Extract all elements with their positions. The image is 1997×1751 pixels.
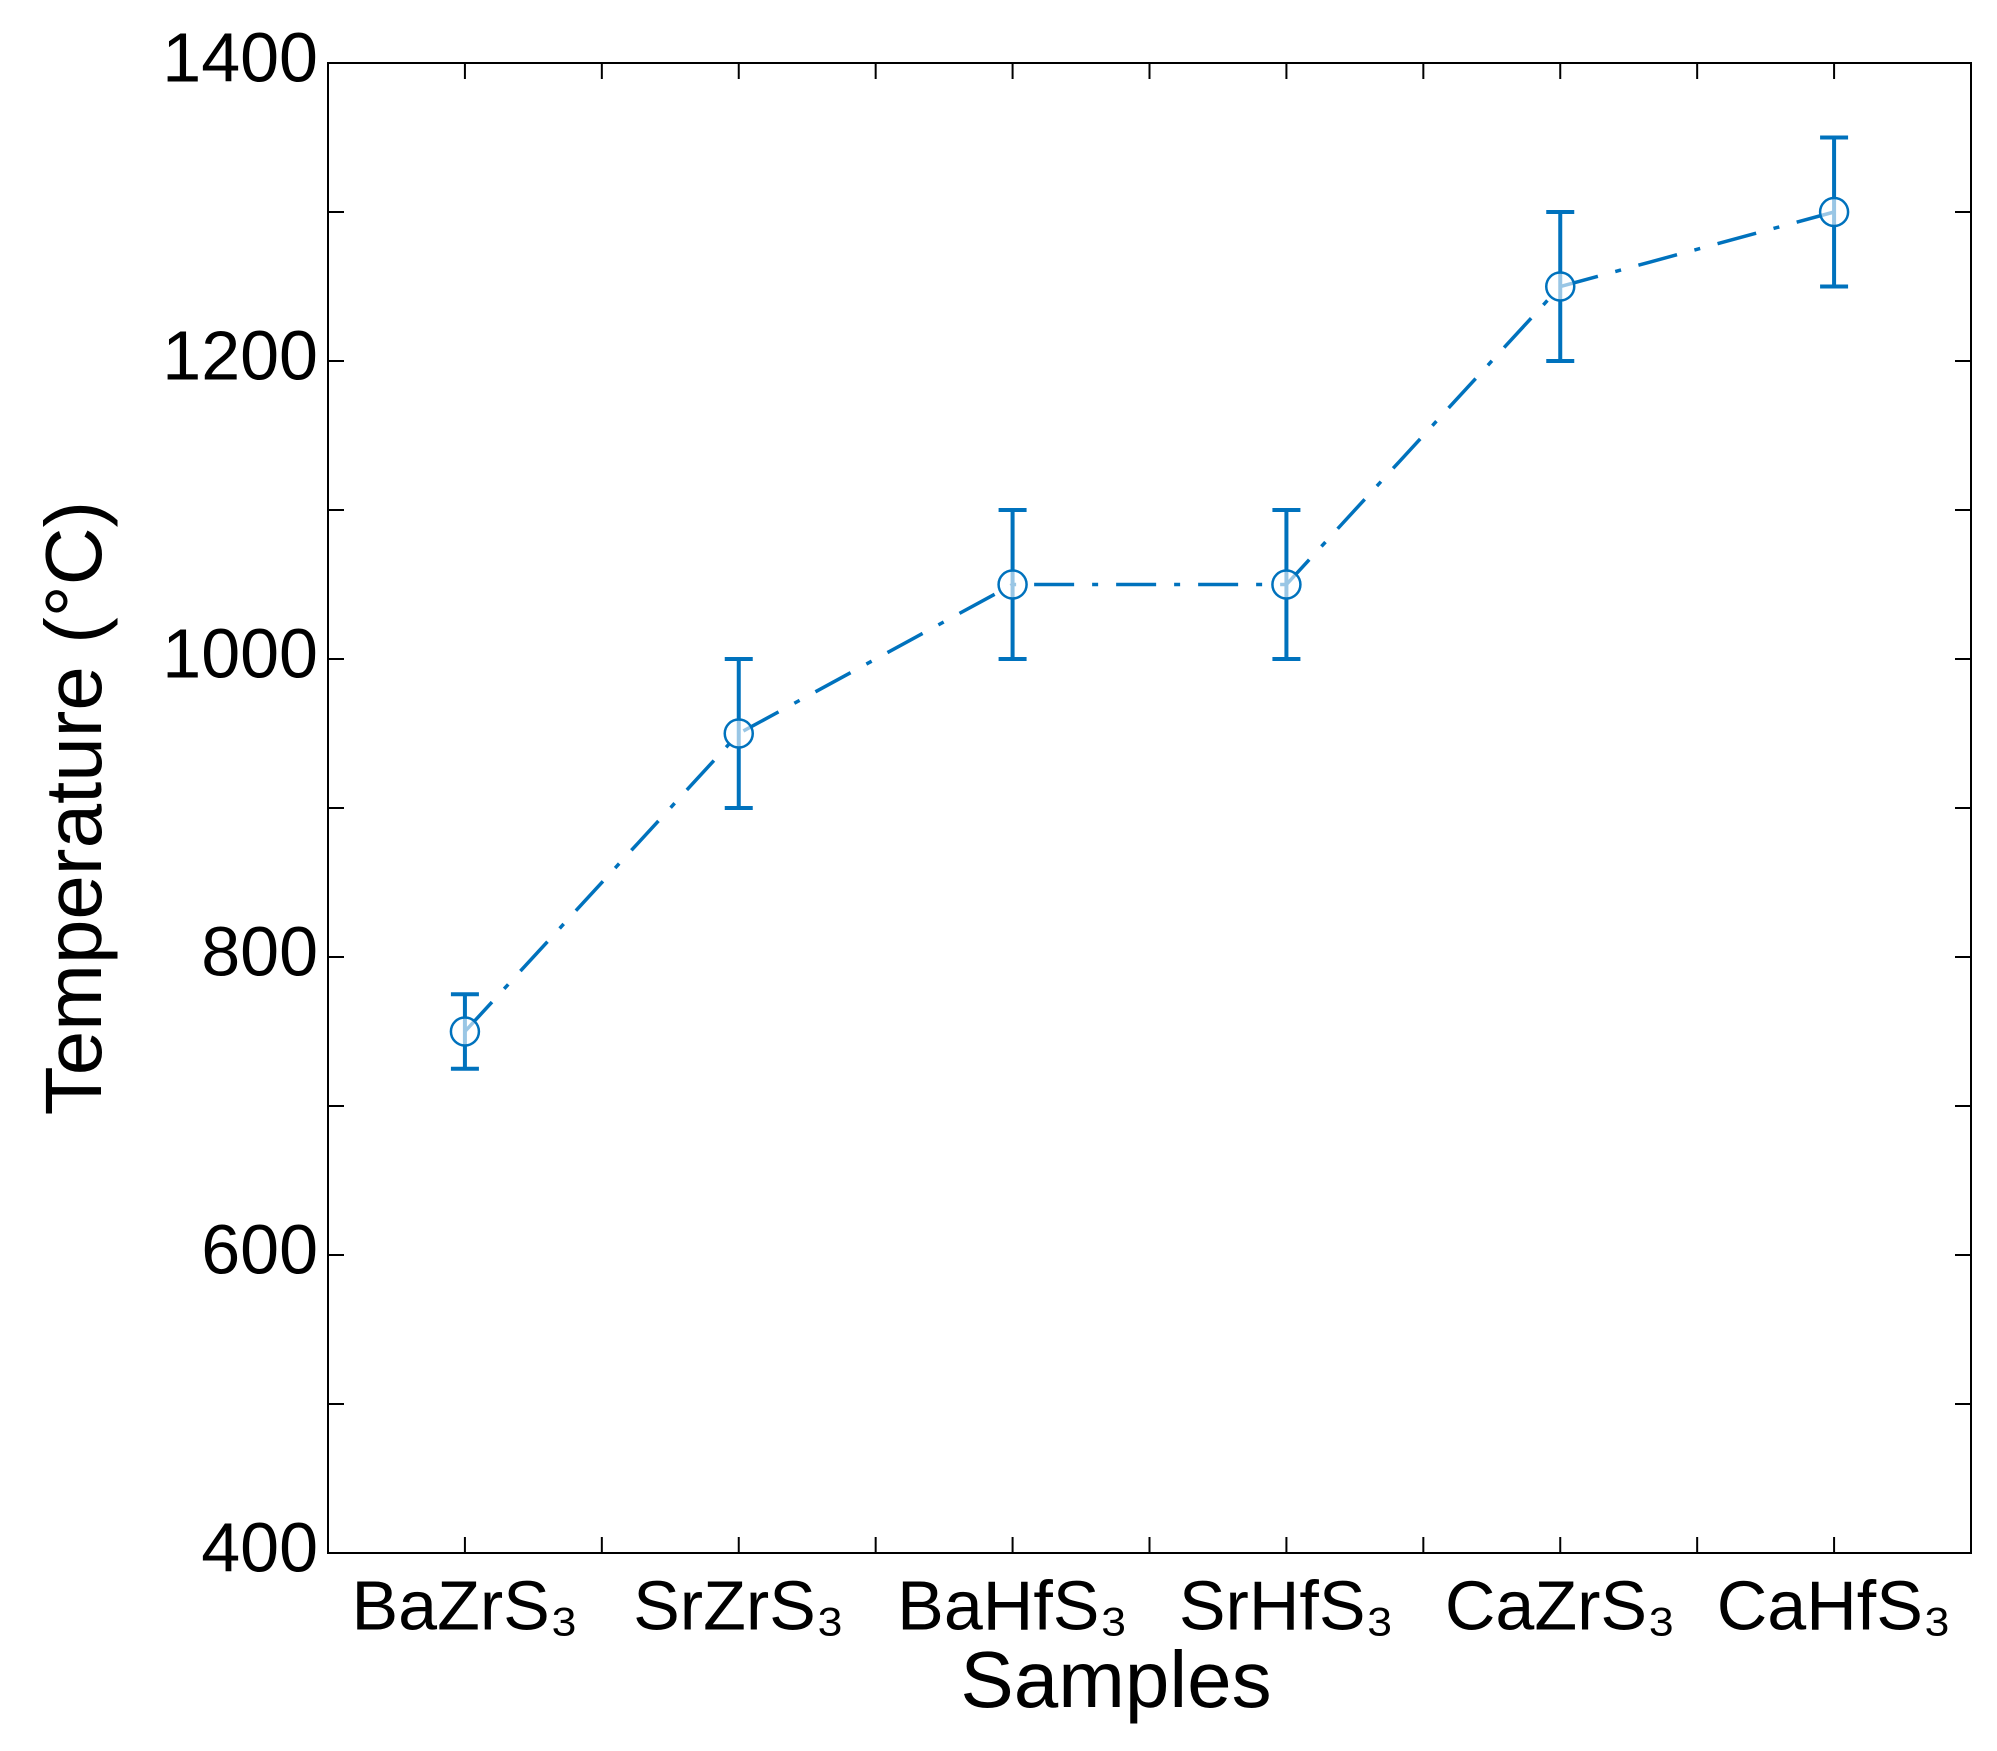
y-tick-label: 400 — [201, 1508, 318, 1586]
data-point — [997, 569, 1028, 600]
data-point — [1271, 569, 1302, 600]
data-point — [723, 718, 754, 749]
y-tick-label: 1000 — [162, 614, 318, 692]
series-line — [463, 210, 1835, 1033]
y-axis-label: Temperature (°C) — [29, 501, 118, 1115]
x-tick-label: CaZrS₃ — [1445, 1566, 1676, 1644]
y-tick-label: 1200 — [162, 316, 318, 394]
data-point — [1545, 271, 1576, 302]
x-tick-label: BaHfS₃ — [897, 1566, 1128, 1644]
x-axis-label: Samples — [960, 1635, 1271, 1724]
x-tick-label: BaZrS₃ — [351, 1566, 578, 1644]
x-tick-label: CaHfS₃ — [1717, 1566, 1952, 1644]
x-tick-label: SrZrS₃ — [633, 1566, 844, 1644]
x-tick-label: SrHfS₃ — [1179, 1566, 1394, 1644]
data-point — [449, 1016, 481, 1047]
y-tick-label: 600 — [201, 1210, 318, 1288]
y-tick-label: 1400 — [162, 18, 318, 96]
y-tick-label: 800 — [201, 912, 318, 990]
data-point — [1818, 196, 1850, 228]
plot-frame — [327, 62, 1972, 1554]
